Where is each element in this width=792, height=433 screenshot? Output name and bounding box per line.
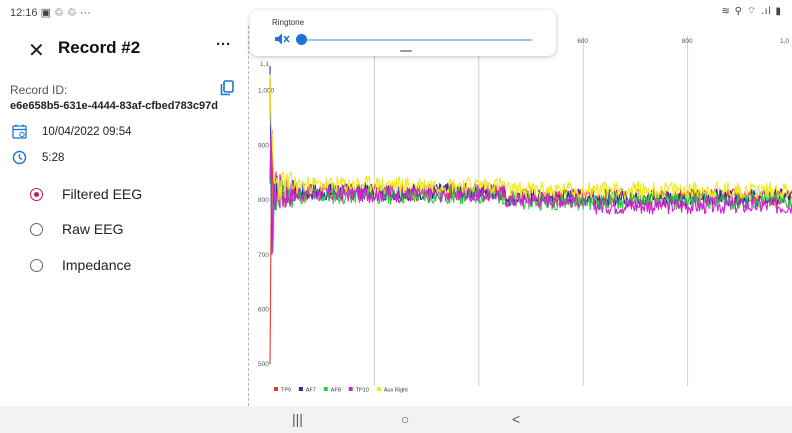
x-tick-label: 600 — [577, 38, 588, 45]
y-top-label: 1,1 — [260, 61, 269, 68]
home-button[interactable]: ○ — [401, 411, 410, 427]
filtered-eeg-radio[interactable] — [30, 188, 43, 201]
series-line-aux-right — [269, 74, 792, 203]
popup-drag-handle[interactable] — [400, 50, 412, 52]
x-tick-label: 800 — [682, 38, 693, 45]
legend-swatch — [274, 387, 278, 391]
page-title: Record #2 — [58, 38, 141, 57]
record-panel: ✕ Record #2 ··· Record ID: e6e658b5-631e… — [0, 26, 248, 406]
legend-swatch — [376, 387, 381, 391]
x-tick-label: 1,0 — [780, 38, 789, 45]
status-icons: ▣ ♲ ♲ ··· — [40, 7, 91, 19]
volume-slider-track[interactable] — [302, 39, 532, 41]
close-icon[interactable]: ✕ — [28, 40, 45, 62]
status-bar: 12:16 ▣ ♲ ♲ ··· ≋ ⚲ ⌔ .ıl ▮ — [0, 0, 792, 26]
legend-swatch — [348, 387, 353, 391]
y-tick-label: 700 — [258, 252, 269, 259]
y-tick-label: 500 — [258, 361, 269, 368]
legend-label: AF7 — [306, 388, 316, 394]
y-tick-label: 1,000 — [258, 88, 275, 95]
eeg-chart: 600 800 1,0 1,1 500 600 700 800 900 1,000 TP9 AF7 AF… — [258, 36, 792, 394]
legend-swatch — [323, 387, 328, 391]
volume-popup-title: Ringtone — [272, 18, 305, 27]
mute-icon[interactable] — [274, 32, 290, 46]
raw-eeg-radio[interactable] — [30, 223, 43, 236]
series-line-af7 — [269, 66, 792, 248]
series-line-tp9 — [269, 129, 792, 365]
status-time: 12:16 ▣ ♲ ♲ ··· — [10, 7, 91, 19]
back-button[interactable]: < — [512, 411, 521, 427]
legend-label: TP9 — [281, 388, 291, 394]
navigation-bar: ||| ○ < — [0, 406, 792, 433]
series-line-tp10 — [269, 133, 792, 256]
legend-label: TP10 — [356, 388, 369, 394]
impedance-label[interactable]: Impedance — [62, 257, 132, 273]
y-tick-label: 800 — [258, 197, 269, 204]
copy-icon[interactable] — [220, 80, 234, 96]
volume-popup: Ringtone — [250, 10, 556, 56]
volume-slider-thumb[interactable] — [296, 34, 307, 45]
legend-swatch — [298, 387, 303, 391]
y-tick-label: 600 — [258, 306, 269, 313]
recents-button[interactable]: ||| — [292, 411, 303, 427]
panel-divider — [248, 26, 249, 406]
record-id-value: e6e658b5-631e-4444-83af-cfbed783c97d — [10, 100, 218, 112]
filtered-eeg-label[interactable]: Filtered EEG — [62, 186, 143, 202]
status-right-icons: ≋ ⚲ ⌔ .ıl ▮ — [721, 6, 782, 17]
record-duration: 5:28 — [42, 152, 65, 164]
calendar-icon — [12, 124, 27, 139]
legend-label: Aux Right — [384, 388, 408, 394]
record-id-label: Record ID: — [10, 83, 68, 97]
clock-icon — [12, 150, 27, 165]
more-options-button[interactable]: ··· — [216, 36, 231, 53]
record-date: 10/04/2022 09:54 — [42, 126, 132, 138]
impedance-radio[interactable] — [30, 259, 43, 272]
y-tick-label: 900 — [258, 142, 269, 149]
legend-label: AF8 — [331, 388, 341, 394]
raw-eeg-label[interactable]: Raw EEG — [62, 221, 124, 237]
